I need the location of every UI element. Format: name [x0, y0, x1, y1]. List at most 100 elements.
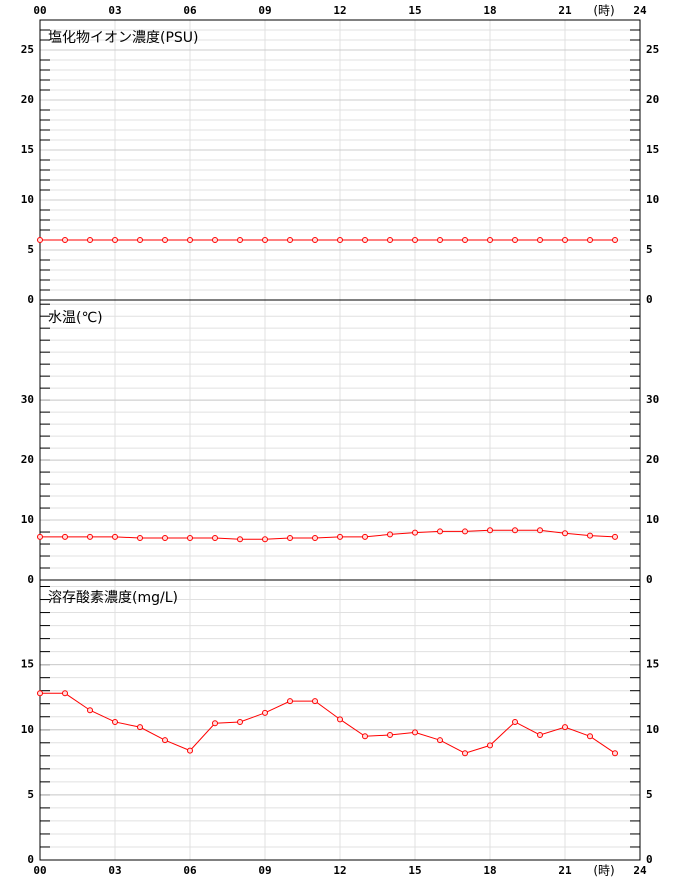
y-tick-label: 0	[27, 573, 34, 586]
y-tick-label: 5	[646, 243, 653, 256]
y-tick-label: 0	[646, 853, 653, 866]
panel-title: 塩化物イオン濃度(PSU)	[48, 30, 199, 46]
data-point	[187, 535, 193, 542]
data-point	[87, 237, 93, 243]
y-tick-label: 30	[21, 393, 34, 406]
y-tick-label: 10	[646, 513, 659, 526]
data-point	[337, 237, 343, 243]
data-point	[537, 237, 543, 243]
x-tick-label: 06	[183, 864, 197, 877]
data-point	[412, 237, 418, 243]
x-unit-label: (時)	[593, 864, 614, 878]
data-point	[37, 690, 43, 697]
y-tick-label: 15	[646, 658, 659, 671]
data-point	[337, 716, 343, 723]
data-point	[162, 535, 168, 542]
y-tick-label: 5	[646, 788, 653, 801]
y-tick-label: 0	[27, 853, 34, 866]
data-point	[612, 533, 618, 540]
data-point	[262, 709, 268, 716]
data-point	[37, 533, 43, 540]
data-point	[387, 531, 393, 538]
data-point	[187, 747, 193, 754]
data-point	[237, 718, 243, 725]
data-point	[212, 535, 218, 542]
data-point	[137, 535, 143, 542]
x-tick-label: 09	[258, 4, 271, 17]
data-point	[212, 237, 218, 243]
data-point	[87, 533, 93, 540]
y-tick-label: 20	[646, 453, 659, 466]
data-point	[212, 720, 218, 727]
data-point	[62, 690, 68, 697]
data-point	[587, 237, 593, 243]
y-tick-label: 5	[27, 243, 34, 256]
y-tick-label: 20	[21, 453, 34, 466]
data-point	[237, 536, 243, 543]
data-point	[337, 533, 343, 540]
data-point	[262, 536, 268, 543]
data-point	[562, 530, 568, 537]
y-tick-label: 15	[21, 658, 34, 671]
y-tick-label: 25	[21, 43, 34, 56]
x-tick-label: 24	[633, 4, 647, 17]
y-tick-label: 25	[646, 43, 659, 56]
x-tick-label: 12	[333, 864, 346, 877]
data-point	[287, 698, 293, 705]
data-point	[512, 718, 518, 725]
data-point	[562, 237, 568, 243]
x-tick-label: 18	[483, 4, 496, 17]
panel-title: 水温(℃)	[48, 310, 103, 326]
y-tick-label: 20	[646, 93, 659, 106]
y-tick-label: 10	[646, 193, 659, 206]
y-tick-label: 0	[27, 293, 34, 306]
x-tick-label: 09	[258, 864, 271, 877]
y-tick-label: 15	[646, 143, 659, 156]
x-tick-label: 21	[558, 4, 572, 17]
data-point	[287, 237, 293, 243]
data-point	[312, 535, 318, 542]
y-tick-label: 10	[21, 723, 34, 736]
data-point	[562, 724, 568, 731]
data-point	[312, 698, 318, 705]
x-unit-label: (時)	[593, 4, 614, 18]
series-line	[40, 692, 616, 754]
data-point	[437, 237, 443, 243]
data-point	[362, 733, 368, 740]
data-point	[162, 737, 168, 744]
x-tick-label: 03	[108, 4, 121, 17]
data-point	[187, 237, 193, 243]
data-point	[537, 731, 543, 738]
y-tick-label: 10	[21, 513, 34, 526]
y-tick-label: 10	[646, 723, 659, 736]
data-point	[162, 237, 168, 243]
data-point	[462, 750, 468, 757]
data-point	[62, 533, 68, 540]
data-point	[112, 237, 118, 243]
x-tick-label: 18	[483, 864, 496, 877]
x-tick-label: 24	[633, 864, 647, 877]
x-tick-label: 00	[33, 864, 46, 877]
y-tick-label: 0	[646, 573, 653, 586]
data-point	[487, 527, 493, 534]
y-tick-label: 20	[21, 93, 34, 106]
y-tick-label: 15	[21, 143, 34, 156]
data-point	[237, 237, 243, 243]
data-point	[112, 533, 118, 540]
data-point	[512, 527, 518, 534]
data-point	[587, 532, 593, 539]
plot-frame	[39, 579, 641, 861]
data-point	[437, 737, 443, 744]
data-point	[412, 729, 418, 736]
data-point	[487, 237, 493, 243]
data-point	[537, 527, 543, 534]
panel-title: 溶存酸素濃度(mg/L)	[48, 590, 178, 606]
x-tick-label: 00	[33, 4, 46, 17]
x-tick-label: 03	[108, 864, 121, 877]
x-tick-label: 15	[408, 864, 421, 877]
data-point	[437, 528, 443, 535]
data-point	[287, 535, 293, 542]
data-point	[137, 237, 143, 243]
data-point	[137, 724, 143, 731]
data-point	[362, 237, 368, 243]
